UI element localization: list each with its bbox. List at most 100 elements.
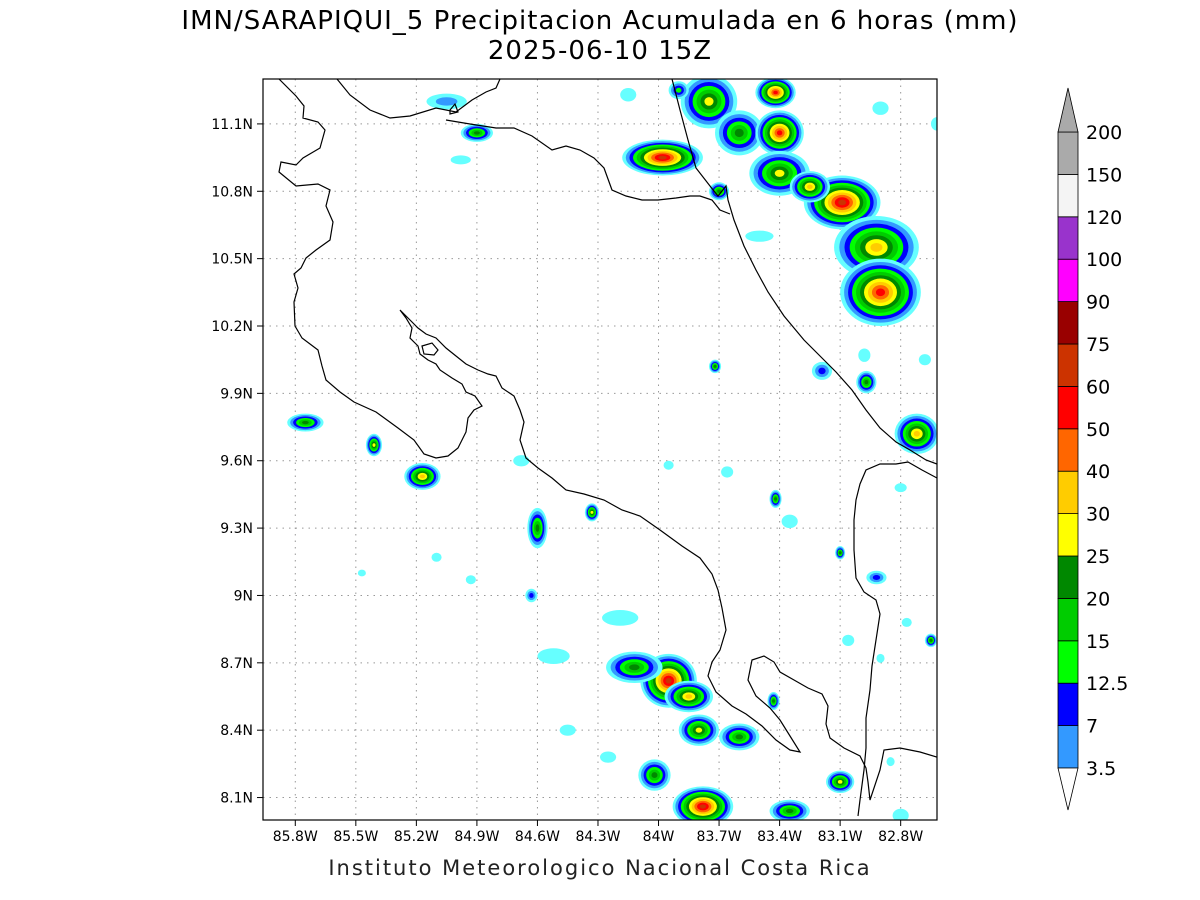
legend-swatch: [1057, 513, 1079, 557]
legend-label: 75: [1086, 334, 1110, 356]
light-rain-blob: [559, 724, 576, 736]
precip-contour: [695, 727, 703, 733]
x-tick-label: 85.8W: [273, 829, 318, 845]
legend-label: 30: [1086, 504, 1110, 526]
legend-label: 60: [1086, 376, 1110, 398]
y-tick-label: 9.3N: [220, 521, 253, 537]
x-tick-label: 82.8W: [878, 829, 923, 845]
precip-contour: [419, 474, 425, 479]
legend-swatch: [1057, 343, 1079, 387]
light-rain-blob: [721, 466, 734, 478]
light-rain-blob: [876, 653, 885, 663]
legend-label: 150: [1086, 164, 1122, 186]
light-rain-blob: [537, 648, 570, 664]
legend-label: 12.5: [1086, 673, 1128, 695]
precip-contour: [435, 97, 458, 106]
legend-top-arrow: [1057, 87, 1079, 133]
y-tick-label: 11.1N: [211, 117, 253, 133]
precip-contour: [807, 184, 813, 189]
light-rain-blob: [842, 634, 855, 646]
precip-contour: [838, 199, 847, 206]
precip-contour: [590, 510, 594, 514]
x-tick-label: 83.1W: [818, 829, 863, 845]
legend-label: 3.5: [1086, 758, 1116, 780]
y-tick-label: 10.8N: [211, 184, 253, 200]
precip-contour: [713, 364, 717, 368]
precip-contour: [913, 430, 920, 437]
caribbean-coastline: [336, 79, 501, 119]
light-rain-blob: [600, 751, 617, 763]
light-rain-blob: [930, 117, 937, 131]
lake-outline: [421, 342, 439, 356]
light-rain-blob: [620, 87, 637, 102]
precip-contour: [774, 169, 785, 177]
colorbar-legend: 3.5 7 12.5 15 20 25 30 40 50 60 75 90 100 120 150 200: [1057, 87, 1128, 811]
eastern-coastline: [671, 79, 937, 465]
light-rain-blob: [858, 348, 871, 362]
legend-label: 15: [1086, 631, 1110, 653]
light-rain-blob: [431, 552, 442, 562]
legend-label: 7: [1086, 716, 1098, 738]
legend-label: 90: [1086, 292, 1110, 314]
legend-label: 40: [1086, 461, 1110, 483]
precip-contour: [372, 443, 376, 447]
y-tick-label: 8.7N: [220, 656, 253, 672]
light-rain-blob: [918, 354, 931, 366]
precip-contour: [872, 575, 881, 580]
panama-border: [853, 461, 937, 817]
legend-label: 50: [1086, 419, 1110, 441]
legend-label: 200: [1086, 122, 1122, 144]
legend-swatch: [1057, 385, 1079, 430]
x-tick-label: 83.7W: [697, 829, 742, 845]
precip-contour: [837, 780, 843, 784]
legend-swatch: [1057, 555, 1079, 599]
precip-contour: [717, 189, 721, 193]
light-rain-blob: [602, 610, 639, 626]
light-rain-blob: [781, 514, 798, 529]
legend-swatch: [1057, 301, 1079, 345]
x-tick-label: 84.3W: [575, 829, 620, 845]
precip-contour: [773, 90, 778, 95]
legend-swatch: [1057, 725, 1079, 769]
light-rain-blob: [894, 483, 907, 493]
legend-swatch: [1057, 640, 1079, 684]
x-tick-label: 83.4W: [757, 829, 802, 845]
precip-contour: [870, 242, 883, 252]
axes: 85.8W 85.5W 85.2W 84.9W 84.6W 84.3W 84W 83.7W 83…: [211, 117, 923, 845]
island-outline: [449, 102, 459, 115]
y-tick-label: 8.1N: [220, 791, 253, 807]
legend-label: 25: [1086, 546, 1110, 568]
title-line-2: 2025-06-10 15Z: [487, 36, 713, 66]
light-rain-blob: [886, 757, 895, 767]
precip-contour: [675, 87, 682, 93]
credit-text: Instituto Meteorologico Nacional Costa R…: [328, 856, 872, 880]
precip-contour: [875, 288, 886, 297]
legend-swatch: [1057, 173, 1079, 218]
precip-contour: [929, 638, 933, 642]
y-tick-label: 9.6N: [220, 454, 253, 470]
plot-frame: [262, 78, 938, 821]
precip-contour: [704, 97, 714, 106]
light-rain-blob: [901, 617, 912, 627]
light-rain-blob: [450, 155, 471, 165]
precip-contour: [651, 772, 658, 779]
precip-contour: [658, 155, 667, 160]
nicaragua-border: [445, 119, 731, 215]
y-tick-label: 9N: [234, 588, 253, 604]
precip-contour: [473, 131, 480, 135]
precip-contour: [301, 420, 309, 425]
coastline-layer: [278, 79, 937, 817]
legend-label: 120: [1086, 207, 1122, 229]
x-tick-label: 84.9W: [454, 829, 499, 845]
light-rain-blob: [357, 569, 366, 577]
precip-contour: [818, 367, 826, 375]
y-tick-label: 8.4N: [220, 723, 253, 739]
precip-contour: [838, 551, 842, 555]
light-rain-blob: [513, 455, 530, 467]
precip-contour: [699, 804, 707, 809]
precip-contour: [774, 497, 778, 501]
light-rain-blob: [892, 808, 909, 820]
y-tick-label: 10.2N: [211, 319, 253, 335]
legend-swatch: [1057, 470, 1079, 515]
